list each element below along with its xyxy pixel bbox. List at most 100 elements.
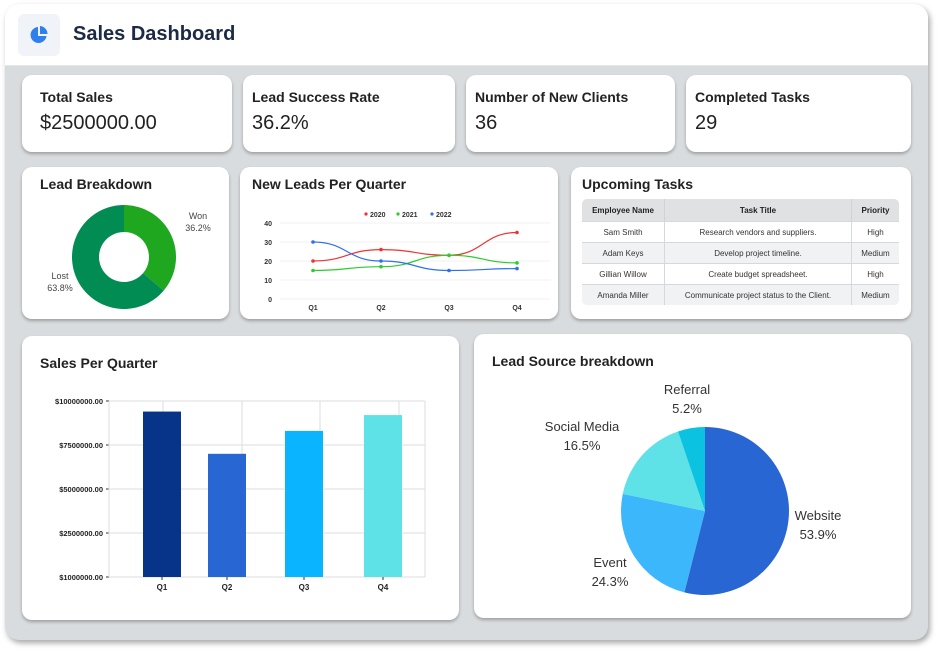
column-header[interactable]: Employee Name <box>582 199 665 221</box>
y-tick-label: $7500000.00 <box>59 441 103 450</box>
employee-name: Gillian Willow <box>582 263 665 284</box>
table-header-row: Employee Name Task Title Priority <box>582 199 899 221</box>
pie-slice-referral <box>678 427 705 511</box>
legend-marker-2022 <box>430 212 434 216</box>
donut-slice-won <box>124 205 176 291</box>
task-title: Research vendors and suppliers. <box>665 221 852 242</box>
slice-label: Social Media <box>545 419 620 434</box>
legend-label: 2020 <box>370 212 386 219</box>
bar-q2 <box>208 453 246 577</box>
x-tick-label: Q1 <box>157 583 168 592</box>
table-row[interactable]: Adam Keys Develop project timeline. Medi… <box>582 242 899 263</box>
legend-marker-2020 <box>364 212 368 216</box>
data-point-2020 <box>311 259 315 263</box>
slice-label: Event <box>593 555 627 570</box>
slice-value: 63.8% <box>47 283 73 293</box>
slice-value: 24.3% <box>592 574 629 589</box>
card-title: Upcoming Tasks <box>582 176 693 192</box>
kpi-label: Number of New Clients <box>475 89 629 105</box>
lead-breakdown-donut-chart: Won 36.2% Lost 63.8% <box>47 205 211 309</box>
data-point-2022 <box>447 268 451 273</box>
x-tick-label: Q4 <box>512 305 521 312</box>
data-point-2022 <box>311 240 315 244</box>
column-header[interactable]: Priority <box>852 199 899 221</box>
employee-name: Sam Smith <box>582 221 665 242</box>
slice-label: Website <box>795 508 842 523</box>
bar-q4 <box>364 415 402 577</box>
slice-value: 5.2% <box>672 401 702 416</box>
new-leads-line-chart: 0 10 20 30 40 Q1 Q2 Q3 Q4 2020 2021 2022 <box>264 212 550 312</box>
legend-label: 2022 <box>436 212 452 219</box>
kpi-value: 36 <box>475 112 498 134</box>
priority: High <box>852 221 899 242</box>
x-tick-label: Q1 <box>308 305 317 312</box>
data-point-2022 <box>379 259 383 263</box>
y-tick-label: 30 <box>264 240 272 247</box>
slice-label: Won <box>189 211 207 221</box>
y-tick-label: $10000000.00 <box>55 397 103 406</box>
legend-marker-2021 <box>396 212 400 216</box>
lead-breakdown-card: Lead Breakdown Won 36.2% Lost 63.8% <box>22 167 229 319</box>
top-bar: Sales Dashboard <box>5 4 928 66</box>
y-tick-label: $5000000.00 <box>59 485 103 494</box>
dashboard-window: Sales Dashboard Total Sales $2500000.00 … <box>5 4 928 640</box>
pie-slice-website <box>684 427 789 595</box>
upcoming-tasks-card: Upcoming Tasks Employee Name Task Title … <box>571 167 911 319</box>
data-point-2020 <box>515 230 519 235</box>
column-header[interactable]: Task Title <box>665 199 852 221</box>
kpi-card-lead-success-rate: Lead Success Rate 36.2% <box>243 75 455 152</box>
kpi-value: 36.2% <box>252 112 309 134</box>
slice-value: 36.2% <box>185 223 211 233</box>
y-tick-label: $1000000.00 <box>59 573 103 582</box>
kpi-value: $2500000.00 <box>40 112 157 134</box>
employee-name: Adam Keys <box>582 242 665 263</box>
task-title: Create budget spreadsheet. <box>665 263 852 284</box>
series-line-2022 <box>312 241 518 272</box>
series-line-2021 <box>312 254 518 272</box>
pie-chart-icon <box>30 26 48 43</box>
x-tick-label: Q2 <box>222 583 233 592</box>
legend-label: 2021 <box>402 212 418 219</box>
card-title: Lead Source breakdown <box>492 353 654 369</box>
x-tick-label: Q3 <box>444 305 453 312</box>
kpi-label: Completed Tasks <box>695 89 810 105</box>
logo[interactable] <box>18 14 60 56</box>
table-row[interactable]: Sam Smith Research vendors and suppliers… <box>582 221 899 242</box>
y-tick-label: 10 <box>264 278 272 285</box>
lead-source-card: Lead Source breakdown Website 53.9% Event 2… <box>474 334 911 618</box>
card-title: Lead Breakdown <box>40 176 153 192</box>
task-title: Develop project timeline. <box>665 242 852 263</box>
table-row[interactable]: Amanda Miller Communicate project status… <box>582 284 899 305</box>
table-row[interactable]: Gillian Willow Create budget spreadsheet… <box>582 263 899 284</box>
bar-q3 <box>285 430 323 577</box>
task-title: Communicate project status to the Client… <box>665 284 852 305</box>
pie-slice-event <box>621 493 705 593</box>
donut-slice-lost <box>71 205 164 309</box>
y-tick-label: 20 <box>264 259 272 266</box>
x-tick-label: Q3 <box>299 583 310 592</box>
data-point-2021 <box>515 261 519 265</box>
slice-value: 16.5% <box>564 438 601 453</box>
sales-per-quarter-bar-chart: $1000000.00 $2500000.00 $5000000.00 $750000… <box>55 397 426 592</box>
kpi-value: 29 <box>695 112 718 134</box>
kpi-card-completed-tasks: Completed Tasks 29 <box>686 75 911 152</box>
data-point-2021 <box>379 264 383 269</box>
new-leads-card: New Leads Per Quarter 0 10 20 30 40 Q1 Q2 Q3 Q4 2… <box>240 167 558 319</box>
employee-name: Amanda Miller <box>582 284 665 305</box>
tasks-table: Employee Name Task Title Priority Sam Sm… <box>582 199 899 305</box>
x-tick-label: Q4 <box>378 583 389 592</box>
priority: Medium <box>852 242 899 263</box>
data-point-2021 <box>447 253 451 258</box>
card-title: Sales Per Quarter <box>40 355 158 371</box>
y-tick-label: 40 <box>264 221 272 228</box>
pie-slice-social-media <box>622 431 705 511</box>
x-tick-label: Q2 <box>376 305 385 312</box>
data-point-2021 <box>311 268 315 273</box>
bar-q1 <box>143 411 181 577</box>
slice-value: 53.9% <box>800 527 837 542</box>
y-tick-label: $2500000.00 <box>59 529 103 538</box>
series-line-2020 <box>312 231 518 262</box>
priority: Medium <box>852 284 899 305</box>
slice-label: Referral <box>664 382 710 397</box>
data-point-2022 <box>515 266 519 271</box>
